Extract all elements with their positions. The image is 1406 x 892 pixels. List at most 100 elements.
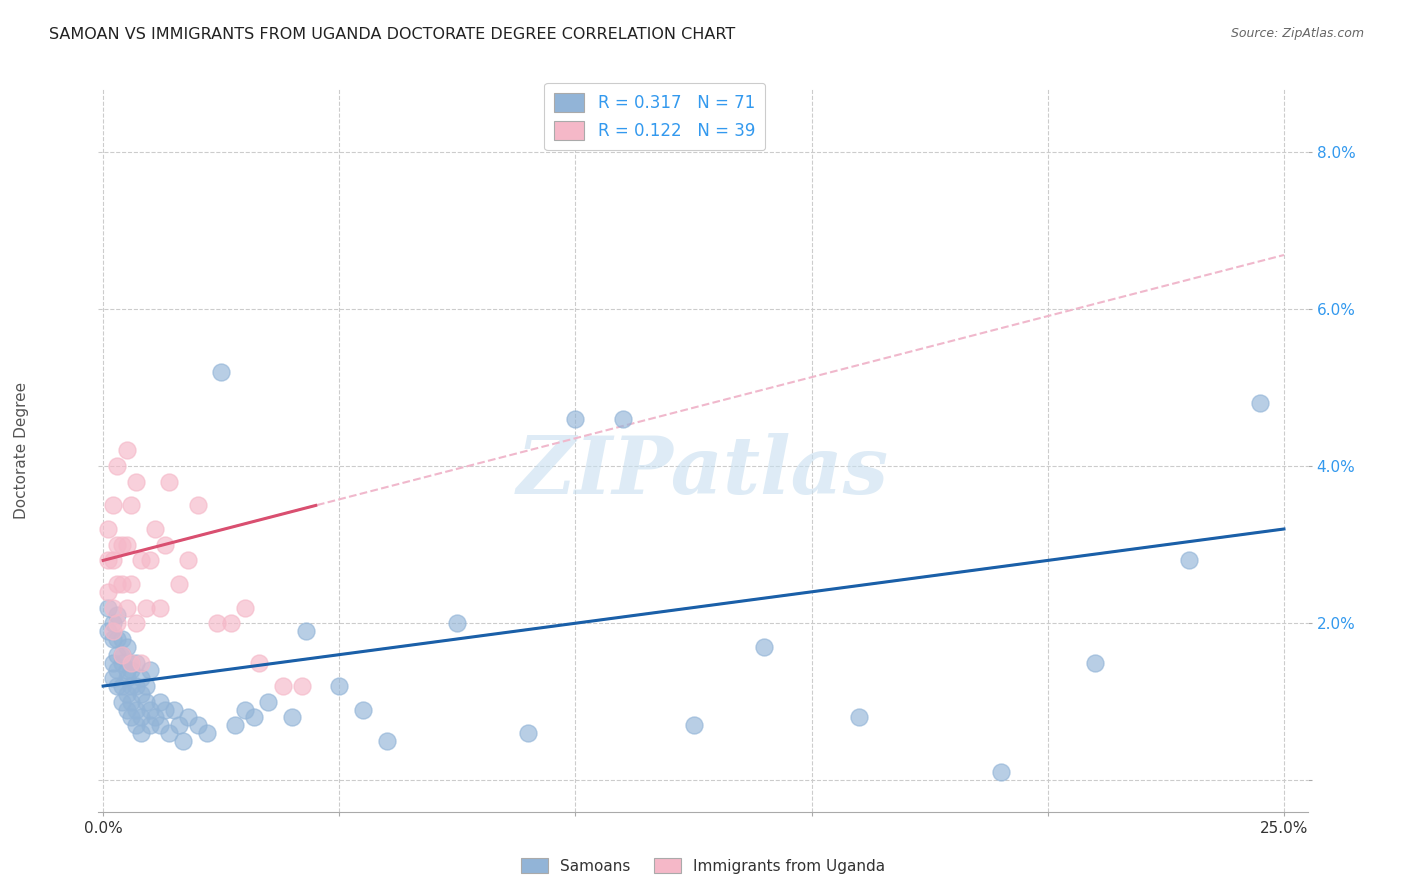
Point [101,624,124,639]
Point [111,656,134,670]
Point [157,726,180,740]
Point [105,632,128,646]
Point [149,718,172,732]
Point [105,679,128,693]
Point [1084,656,1107,670]
Point [135,695,157,709]
Point [115,687,138,701]
Point [125,679,148,693]
Point [121,499,143,513]
Point [143,710,166,724]
Point [121,679,143,693]
Point [143,522,166,536]
Y-axis label: Doctorate Degree: Doctorate Degree [14,382,30,519]
Point [149,695,172,709]
Point [612,412,634,426]
Point [121,664,143,678]
Point [97,522,120,536]
Point [115,640,138,654]
Point [157,475,180,489]
Point [101,632,124,646]
Point [105,664,128,678]
Point [243,710,266,724]
Point [129,726,152,740]
Point [352,703,374,717]
Point [172,734,194,748]
Point [446,616,468,631]
Legend: Samoans, Immigrants from Uganda: Samoans, Immigrants from Uganda [515,852,891,880]
Point [125,718,148,732]
Point [375,734,398,748]
Point [121,656,143,670]
Point [149,600,172,615]
Point [121,710,143,724]
Point [105,459,128,474]
Point [111,679,134,693]
Point [121,577,143,591]
Point [139,703,162,717]
Point [125,475,148,489]
Point [224,718,246,732]
Point [233,600,256,615]
Point [129,553,152,567]
Point [105,538,128,552]
Text: Source: ZipAtlas.com: Source: ZipAtlas.com [1230,27,1364,40]
Point [111,632,134,646]
Point [101,499,124,513]
Point [125,656,148,670]
Point [209,365,232,379]
Point [295,624,318,639]
Point [97,553,120,567]
Point [105,577,128,591]
Point [135,679,157,693]
Point [135,600,157,615]
Point [153,538,176,552]
Point [290,679,312,693]
Point [97,584,120,599]
Text: SAMOAN VS IMMIGRANTS FROM UGANDA DOCTORATE DEGREE CORRELATION CHART: SAMOAN VS IMMIGRANTS FROM UGANDA DOCTORA… [49,27,735,42]
Point [101,600,124,615]
Point [115,703,138,717]
Point [257,695,280,709]
Point [1249,396,1271,410]
Point [105,648,128,662]
Point [105,608,128,623]
Point [195,726,218,740]
Point [990,765,1012,780]
Point [564,412,586,426]
Point [328,679,350,693]
Point [129,656,152,670]
Point [97,624,120,639]
Point [125,616,148,631]
Point [97,600,120,615]
Point [247,656,270,670]
Point [111,648,134,662]
Point [139,664,162,678]
Point [111,695,134,709]
Point [167,577,190,591]
Point [101,671,124,685]
Point [111,577,134,591]
Point [281,710,304,724]
Point [187,499,209,513]
Point [101,553,124,567]
Point [271,679,294,693]
Point [139,553,162,567]
Point [682,718,704,732]
Point [111,538,134,552]
Point [125,703,148,717]
Point [115,664,138,678]
Point [105,616,128,631]
Point [129,687,152,701]
Point [111,648,134,662]
Point [177,553,200,567]
Point [233,703,256,717]
Point [187,718,209,732]
Point [167,718,190,732]
Point [101,656,124,670]
Point [121,656,143,670]
Point [115,600,138,615]
Point [121,695,143,709]
Point [754,640,776,654]
Point [219,616,242,631]
